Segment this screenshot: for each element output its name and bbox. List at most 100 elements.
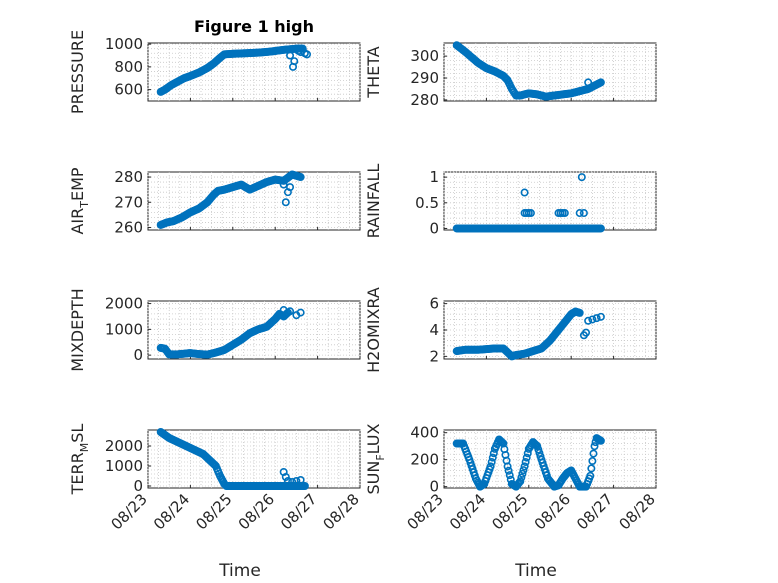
y-tick-label: 0 xyxy=(429,478,439,496)
y-tick-label: 0 xyxy=(133,477,143,495)
data-point xyxy=(290,57,299,66)
data-point xyxy=(584,78,593,87)
data-point xyxy=(489,449,498,458)
y-tick-label: 400 xyxy=(410,424,439,442)
data-point xyxy=(488,453,497,462)
data-point xyxy=(498,438,507,447)
data-point xyxy=(596,436,605,445)
grid xyxy=(443,43,657,101)
y-tick-label: 280 xyxy=(114,168,143,186)
data-point xyxy=(518,469,527,478)
y-tick-label: 290 xyxy=(410,69,439,87)
data-point xyxy=(596,224,605,233)
x-tick-label: 08/25 xyxy=(488,490,531,533)
data-point xyxy=(520,462,529,471)
data-point xyxy=(575,209,584,218)
x-axis-label: Time xyxy=(514,561,557,581)
x-tick-label: 08/27 xyxy=(277,490,320,533)
data-point xyxy=(532,441,541,450)
x-tick-label: 08/23 xyxy=(404,490,447,533)
data-point xyxy=(288,477,297,486)
data-point xyxy=(504,466,513,475)
subplot-5: 0 1000 2000 MIXDEPTH xyxy=(68,288,361,372)
x-tick-label: 08/26 xyxy=(531,490,574,533)
subplot-8: 0 200 400 08/23 08/24 08/25 08/26 08/27 08/28 SUN… xyxy=(364,423,659,581)
data-point xyxy=(592,314,601,323)
data-point xyxy=(497,437,506,446)
y-axis-label: RAINFALL xyxy=(364,164,383,239)
data-point xyxy=(519,466,528,475)
data-point xyxy=(503,462,512,471)
subplot-6: 2 4 6 H2OMIXRA xyxy=(364,287,657,373)
y-tick-label: 280 xyxy=(410,91,439,109)
data-point xyxy=(584,316,593,325)
y-tick-label: 1000 xyxy=(105,457,143,475)
y-axis-label: MIXDEPTH xyxy=(68,288,87,371)
data-point xyxy=(283,476,292,485)
y-axis-label: THETA xyxy=(364,46,383,98)
y-tick-label: 1000 xyxy=(105,320,143,338)
data-series xyxy=(156,170,305,229)
data-series xyxy=(452,173,605,233)
data-point xyxy=(517,473,526,482)
y-axis-label: TERRMSL xyxy=(68,424,91,496)
data-point xyxy=(596,312,605,321)
y-axis-label: PRESSURE xyxy=(68,30,87,114)
data-point xyxy=(281,198,290,207)
data-point xyxy=(586,471,595,480)
grid xyxy=(443,171,657,230)
x-axis-label: Time xyxy=(218,561,261,581)
y-tick-label: 1 xyxy=(429,168,439,186)
subplot-3: 260 270 280 AIRTEMP xyxy=(68,167,361,236)
data-point xyxy=(486,462,495,471)
data-point xyxy=(588,315,597,324)
data-point xyxy=(286,307,295,316)
data-point xyxy=(516,477,525,486)
data-point xyxy=(286,183,295,192)
y-tick-label: 300 xyxy=(410,47,439,65)
y-tick-label: 4 xyxy=(429,321,439,339)
y-tick-label: 2000 xyxy=(105,295,143,313)
data-series xyxy=(452,434,605,491)
data-point xyxy=(579,209,588,218)
data-point xyxy=(296,475,305,484)
x-tick-label: 08/24 xyxy=(150,490,193,533)
y-tick-label: 0 xyxy=(133,346,143,364)
data-point xyxy=(582,328,591,337)
data-series xyxy=(156,44,311,96)
subplot-7: 0 1000 2000 08/23 08/24 08/25 08/26 08/27 08/28 T… xyxy=(68,424,363,581)
x-tick-label: 08/28 xyxy=(616,490,659,533)
data-point xyxy=(520,188,529,197)
subplot-2: 280 290 300 THETA xyxy=(364,41,657,109)
x-tick-label: 08/24 xyxy=(446,490,489,533)
data-point xyxy=(505,471,514,480)
data-point xyxy=(296,173,305,182)
data-point xyxy=(286,51,295,60)
data-point xyxy=(560,209,569,218)
data-series xyxy=(156,306,305,359)
y-axis-label: H2OMIXRA xyxy=(364,287,383,373)
y-tick-label: 0.5 xyxy=(415,194,439,212)
chart-title: Figure 1 high xyxy=(194,17,314,36)
y-tick-label: 2 xyxy=(429,347,439,365)
data-point xyxy=(577,173,586,182)
y-axis-label: SUNFLUX xyxy=(364,423,387,494)
data-point xyxy=(521,458,530,467)
axes-box xyxy=(443,171,657,231)
data-point xyxy=(590,442,599,451)
y-tick-label: 6 xyxy=(429,295,439,313)
data-point xyxy=(589,449,598,458)
y-tick-label: 800 xyxy=(114,58,143,76)
data-series xyxy=(452,41,605,101)
x-tick-label: 08/26 xyxy=(235,490,278,533)
y-tick-label: 1000 xyxy=(105,35,143,53)
x-tick-label: 08/28 xyxy=(320,490,363,533)
data-series xyxy=(452,307,605,361)
y-tick-label: 0 xyxy=(429,219,439,237)
data-point xyxy=(292,476,301,485)
data-series xyxy=(156,427,309,490)
data-point xyxy=(588,457,597,466)
y-tick-label: 200 xyxy=(410,451,439,469)
x-tick-label: 08/23 xyxy=(108,490,151,533)
